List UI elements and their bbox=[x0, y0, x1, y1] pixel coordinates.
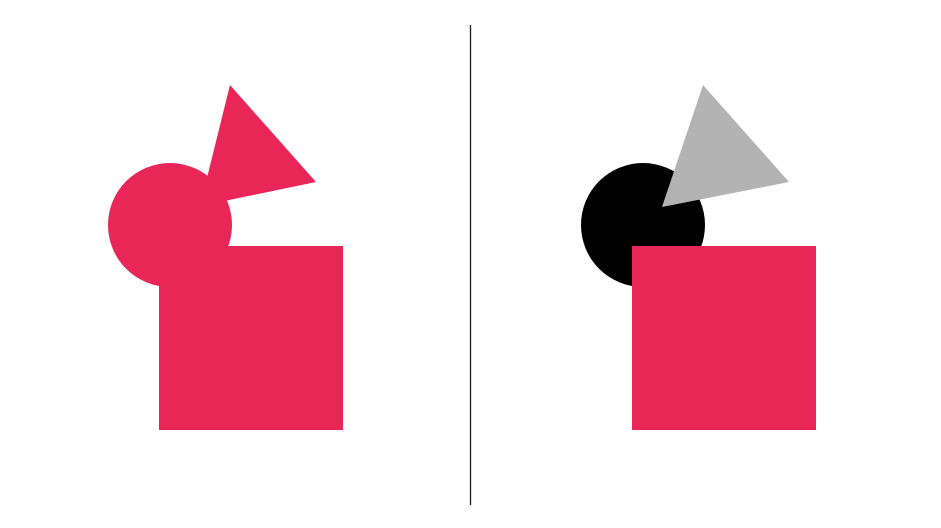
right-panel bbox=[581, 85, 816, 430]
left-triangle bbox=[200, 85, 316, 206]
left-square bbox=[159, 246, 343, 430]
right-square bbox=[632, 246, 816, 430]
left-panel bbox=[108, 85, 343, 430]
right-triangle bbox=[662, 85, 789, 207]
